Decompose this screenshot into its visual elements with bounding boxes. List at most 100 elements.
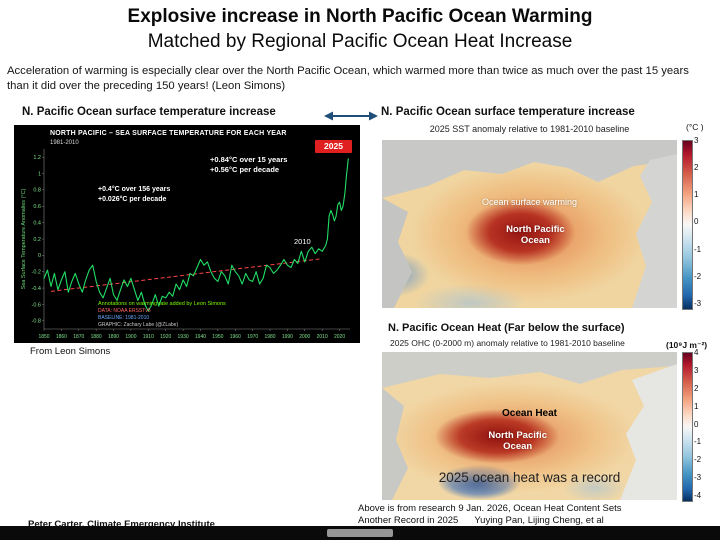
citation-line-1: Above is from research 9 Jan. 2026, Ocea… xyxy=(358,503,622,514)
svg-text:1960: 1960 xyxy=(230,334,241,340)
ohc-anomaly-map: Ocean Heat North Pacific Ocean 2025 ocea… xyxy=(382,352,677,500)
svg-text:0: 0 xyxy=(38,253,41,259)
citation-authors: Yuying Pan, Lijing Cheng, et al xyxy=(474,514,604,526)
svg-text:1890: 1890 xyxy=(108,334,119,340)
svg-text:0.6: 0.6 xyxy=(33,204,41,210)
colorbar-tick: -2 xyxy=(694,455,702,465)
sst-colorbar xyxy=(682,140,693,310)
colorbar-tick: 0 xyxy=(694,419,699,429)
ohc-colorbar xyxy=(682,352,693,502)
credit-line: BASELINE: 1981-2010 xyxy=(98,315,150,321)
svg-text:2000: 2000 xyxy=(299,334,310,340)
ohc-header-paren: (Far below the surface) xyxy=(504,322,625,334)
svg-text:1940: 1940 xyxy=(195,334,206,340)
svg-text:1850: 1850 xyxy=(38,334,49,340)
author-credit: Peter Carter, Climate Emergency Institut… xyxy=(28,519,215,530)
trend-end-year-label: 2010 xyxy=(294,237,311,246)
credit-line: GRAPHIC: Zachary Labe (@ZLabe) xyxy=(98,322,179,328)
label-north-pacific-ocean: North Pacific Ocean xyxy=(488,430,547,452)
annotation-longterm-trend: +0.4°C over 156 years +0.026°C per decad… xyxy=(98,185,170,205)
colorbar-tick: 1 xyxy=(694,401,699,411)
colorbar-tick: -3 xyxy=(694,473,702,483)
colorbar-tick: 2 xyxy=(694,163,699,173)
colorbar-tick: 3 xyxy=(694,365,699,375)
svg-text:-0.2: -0.2 xyxy=(32,270,41,276)
colorbar-tick: 3 xyxy=(694,136,699,145)
colorbar-tick: -1 xyxy=(694,437,702,447)
svg-text:1.2: 1.2 xyxy=(33,155,41,161)
page-title: Explosive increase in North Pacific Ocea… xyxy=(127,6,593,27)
sst-panel-subtitle: 2025 SST anomaly relative to 1981-2010 b… xyxy=(429,124,630,134)
chart-source-caption: From Leon Simons xyxy=(30,346,111,357)
citation-record: Another Record in 2025 xyxy=(358,514,459,526)
annotation-line: +0.56°C per decade xyxy=(210,165,280,174)
ohc-colorbar-ticks: 4 3 2 1 0 -1 -2 -3 -4 xyxy=(694,348,701,500)
svg-text:2010: 2010 xyxy=(317,334,328,340)
y-axis-label: Sea Surface Temperature Anomalies (°C) xyxy=(21,188,27,290)
svg-text:-0.6: -0.6 xyxy=(32,302,41,308)
colorbar-tick: 4 xyxy=(694,348,699,357)
sst-panel-header: N. Pacific Ocean surface temperature inc… xyxy=(381,106,635,118)
citation-line-2: Another Record in 2025 Yuying Pan, Lijing… xyxy=(358,515,622,527)
region-label-line: North Pacific xyxy=(506,224,565,235)
label-north-pacific-ocean: North Pacific Ocean xyxy=(506,224,565,246)
scrubber-pill[interactable] xyxy=(327,529,393,537)
chart-credits: Annotations on warming rate added by Leo… xyxy=(98,301,226,329)
svg-text:2020: 2020 xyxy=(334,334,345,340)
svg-text:-0.4: -0.4 xyxy=(32,286,41,292)
colorbar-tick: -1 xyxy=(694,244,702,254)
colorbar-tick: -4 xyxy=(694,491,702,500)
colorbar-tick: 2 xyxy=(694,383,699,393)
annotation-recent-trend: +0.84°C over 15 years +0.56°C per decade xyxy=(210,155,287,175)
region-label-line: Ocean xyxy=(520,235,550,246)
bottom-bar xyxy=(0,526,720,540)
svg-text:1930: 1930 xyxy=(178,334,189,340)
sst-colorbar-unit: (°C ) xyxy=(686,122,704,132)
credit-line: DATA: NOAA ERSSTv5 xyxy=(98,308,151,314)
annotation-line: +0.84°C over 15 years xyxy=(210,155,288,164)
svg-text:0.8: 0.8 xyxy=(33,188,41,194)
intro-paragraph: Acceleration of warming is especially cl… xyxy=(7,65,689,92)
left-panel-header: N. Pacific Ocean surface temperature inc… xyxy=(22,106,276,118)
chart-baseline-note: 1981-2010 xyxy=(50,140,79,146)
annotation-line: +0.4°C over 156 years xyxy=(98,186,171,193)
svg-text:0.4: 0.4 xyxy=(33,220,41,226)
colorbar-tick: -2 xyxy=(694,271,702,281)
svg-text:1970: 1970 xyxy=(247,334,258,340)
svg-text:1980: 1980 xyxy=(264,334,275,340)
coastline-land-shapes xyxy=(382,140,677,308)
credit-line: Annotations on warming rate added by Leo… xyxy=(98,301,226,307)
colorbar-tick: 1 xyxy=(694,190,699,200)
svg-text:1990: 1990 xyxy=(282,334,293,340)
sst-trend-chart: 1.2 1 0.8 0.6 0.4 0.2 0 -0.2 -0.4 -0.6 -0.8 1850 186… xyxy=(14,125,360,343)
research-citation: Above is from research 9 Jan. 2026, Ocea… xyxy=(358,503,622,526)
svg-text:1: 1 xyxy=(38,171,41,177)
record-statement: 2025 ocean heat was a record xyxy=(438,470,621,486)
ohc-header-main: N. Pacific Ocean Heat xyxy=(388,322,502,334)
sst-colorbar-ticks: 3 2 1 0 -1 -2 -3 xyxy=(694,136,701,308)
trend-chart-plot: 1.2 1 0.8 0.6 0.4 0.2 0 -0.2 -0.4 -0.6 -0.8 1850 186… xyxy=(32,149,350,340)
label-ocean-surface-warming: Ocean surface warming xyxy=(481,197,578,208)
svg-text:1950: 1950 xyxy=(212,334,223,340)
svg-text:0.2: 0.2 xyxy=(33,237,41,243)
ohc-colorbar-unit: (10⁹J m⁻²) xyxy=(666,340,708,350)
svg-text:1870: 1870 xyxy=(73,334,84,340)
region-label-line: Ocean xyxy=(503,441,533,453)
svg-text:1920: 1920 xyxy=(160,334,171,340)
svg-text:1910: 1910 xyxy=(143,334,154,340)
badge-2025: 2025 xyxy=(315,140,352,153)
sst-anomaly-map: Ocean surface warming North Pacific Ocea… xyxy=(382,140,677,308)
chart-title: NORTH PACIFIC – SEA SURFACE TEMPERATURE … xyxy=(50,130,287,137)
colorbar-tick: -3 xyxy=(694,298,702,308)
ohc-panel-subtitle: 2025 OHC (0-2000 m) anomaly relative to … xyxy=(390,338,625,348)
colorbar-tick: 0 xyxy=(694,217,699,227)
svg-text:-0.8: -0.8 xyxy=(32,319,41,325)
coastline-land-shapes xyxy=(382,352,677,500)
page-subtitle: Matched by Regional Pacific Ocean Heat I… xyxy=(147,31,573,52)
label-ocean-heat: Ocean Heat xyxy=(501,408,558,420)
region-label-line: North Pacific xyxy=(488,430,547,442)
annotation-line: +0.026°C per decade xyxy=(98,196,167,203)
double-arrow-icon xyxy=(324,111,378,121)
svg-text:1900: 1900 xyxy=(125,334,136,340)
